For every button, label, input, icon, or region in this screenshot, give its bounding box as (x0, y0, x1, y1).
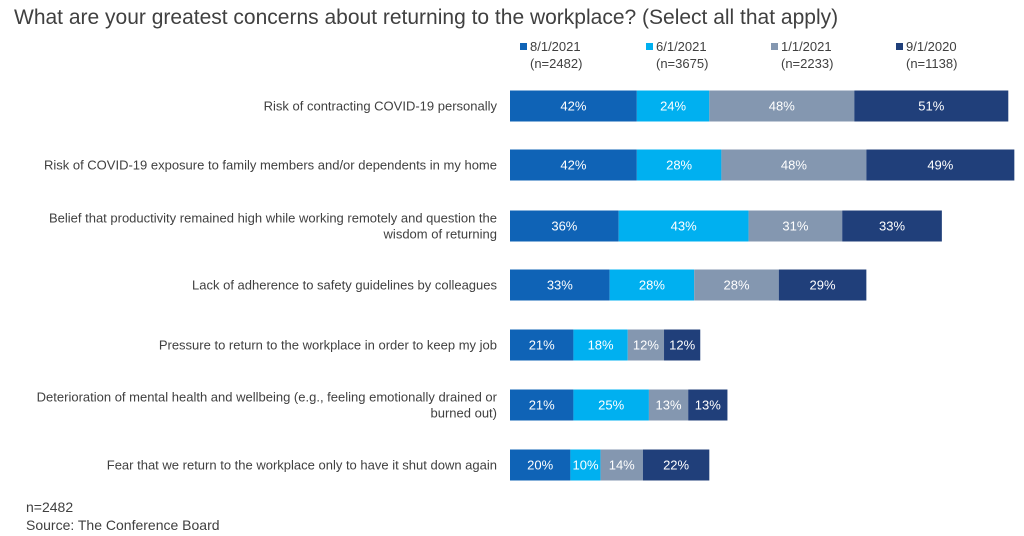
category-label: Pressure to return to the workplace in o… (159, 338, 497, 353)
data-label: 20% (527, 458, 553, 473)
data-label: 43% (671, 219, 697, 234)
data-label: 21% (529, 398, 555, 413)
legend-swatch (896, 43, 903, 50)
bar-segment-8-1-2021 (510, 210, 619, 242)
bar-segment-6-1-2021 (573, 389, 649, 421)
sample-size-note: n=2482 (26, 499, 74, 515)
legend-item: 9/1/2020 (n=1138) (896, 38, 957, 72)
data-label: 31% (782, 219, 808, 234)
data-label: 28% (723, 278, 749, 293)
legend-swatch (646, 43, 653, 50)
data-label: 42% (560, 158, 586, 173)
legend-sample-size: (n=3675) (656, 56, 709, 71)
data-label: 12% (669, 338, 695, 353)
bar-segment-8-1-2021 (510, 269, 610, 301)
bar-segment-1-1-2021 (627, 329, 665, 361)
data-label: 22% (663, 458, 689, 473)
data-label: 33% (879, 219, 905, 234)
legend-label: 1/1/2021 (781, 39, 832, 54)
bar-segment-6-1-2021 (636, 90, 710, 122)
bar-segment-8-1-2021 (510, 329, 574, 361)
legend-sample-size: (n=2482) (530, 56, 583, 71)
category-label: Lack of adherence to safety guidelines b… (192, 278, 497, 293)
category-label: Fear that we return to the workplace onl… (107, 458, 497, 473)
category-label: Risk of contracting COVID-19 personally (264, 99, 498, 114)
data-label: 33% (547, 278, 573, 293)
bar-segment-1-1-2021 (694, 269, 779, 301)
legend-item: 6/1/2021 (n=3675) (646, 38, 708, 72)
data-label: 12% (633, 338, 659, 353)
data-label: 14% (609, 458, 635, 473)
chart-legend: 8/1/2021 (n=2482) 6/1/2021 (n=3675) 1/1/2021… (0, 38, 1024, 78)
data-label: 36% (551, 219, 577, 234)
category-label: Belief that productivity remained high w… (49, 211, 497, 242)
data-label: 24% (660, 99, 686, 114)
data-label: 48% (781, 158, 807, 173)
legend-label: 6/1/2021 (656, 39, 707, 54)
bar-segment-1-1-2021 (748, 210, 843, 242)
legend-swatch (771, 43, 778, 50)
bar-segment-8-1-2021 (510, 389, 574, 421)
legend-sample-size: (n=1138) (906, 56, 958, 71)
data-label: 28% (666, 158, 692, 173)
bar-segment-6-1-2021 (636, 149, 722, 181)
bar-segment-6-1-2021 (570, 449, 601, 481)
footnote: n=2482 Source: The Conference Board (26, 498, 220, 534)
data-label: 29% (810, 278, 836, 293)
data-label: 21% (529, 338, 555, 353)
bar-segment-9-1-2020 (842, 210, 942, 242)
bar-segment-9-1-2020 (778, 269, 867, 301)
data-label: 25% (598, 398, 624, 413)
bar-segment-9-1-2020 (866, 149, 1015, 181)
chart-title: What are your greatest concerns about re… (14, 6, 839, 29)
legend-sample-size: (n=2233) (781, 56, 834, 71)
category-label: Deterioration of mental health and wellb… (37, 390, 498, 421)
source-note: Source: The Conference Board (26, 517, 220, 533)
bar-segment-8-1-2021 (510, 449, 571, 481)
data-label: 51% (918, 99, 944, 114)
legend-swatch (520, 43, 527, 50)
bar-segment-6-1-2021 (573, 329, 628, 361)
data-label: 18% (588, 338, 614, 353)
bar-segment-1-1-2021 (648, 389, 689, 421)
bar-segment-6-1-2021 (609, 269, 695, 301)
legend-item: 1/1/2021 (n=2233) (771, 38, 833, 72)
data-label: 49% (927, 158, 953, 173)
data-label: 13% (695, 398, 721, 413)
bar-segment-9-1-2020 (642, 449, 710, 481)
data-label: 28% (639, 278, 665, 293)
legend-label: 8/1/2021 (530, 39, 581, 54)
bar-segment-9-1-2020 (664, 329, 701, 361)
data-label: 10% (572, 458, 598, 473)
data-label: 48% (769, 99, 795, 114)
bar-segment-1-1-2021 (721, 149, 867, 181)
bar-segment-1-1-2021 (600, 449, 643, 481)
bar-segment-8-1-2021 (510, 149, 637, 181)
legend-label: 9/1/2020 (906, 39, 957, 54)
bar-segment-9-1-2020 (854, 90, 1009, 122)
bar-segment-9-1-2020 (688, 389, 728, 421)
category-label: Risk of COVID-19 exposure to family memb… (44, 158, 497, 173)
data-label: 13% (656, 398, 682, 413)
bar-segment-8-1-2021 (510, 90, 637, 122)
bar-segment-1-1-2021 (709, 90, 855, 122)
legend-item: 8/1/2021 (n=2482) (520, 38, 582, 72)
bar-segment-6-1-2021 (618, 210, 749, 242)
data-label: 42% (560, 99, 586, 114)
